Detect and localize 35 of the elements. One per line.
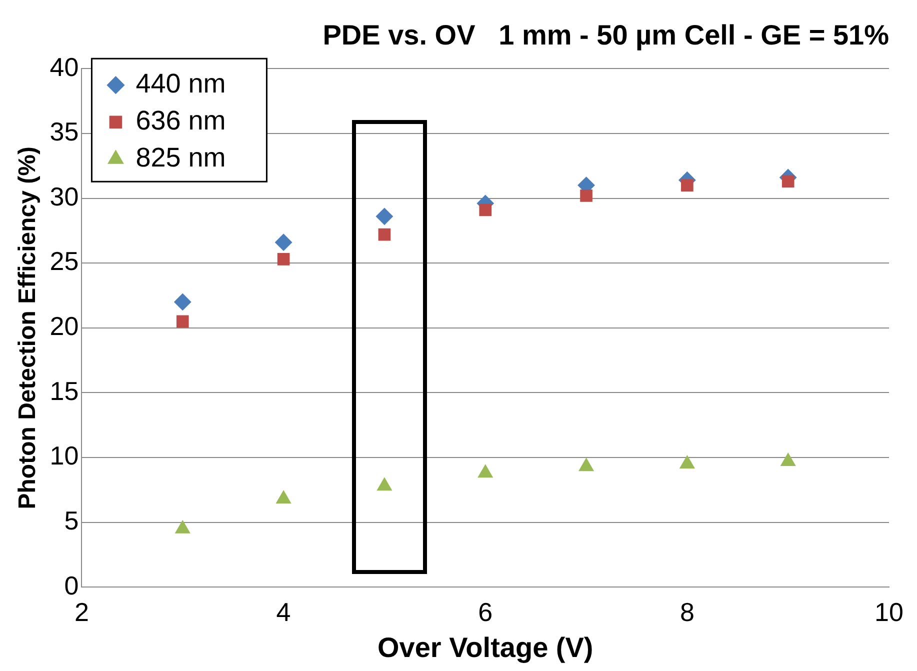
point bbox=[580, 190, 592, 202]
x-tick-label: 6 bbox=[478, 596, 493, 627]
y-axis-title: Photon Detection Efficiency (%) bbox=[14, 146, 42, 510]
y-tick-label: 15 bbox=[50, 376, 79, 406]
point bbox=[277, 253, 290, 266]
point bbox=[176, 315, 189, 328]
x-tick-label: 10 bbox=[874, 596, 904, 627]
point bbox=[378, 228, 391, 241]
point bbox=[175, 520, 190, 534]
chart-title: PDE vs. OV 1 mm - 50 µm Cell - GE = 51% bbox=[322, 20, 890, 51]
y-tick-label: 30 bbox=[50, 181, 79, 212]
y-tick-label: 10 bbox=[50, 440, 79, 471]
x-tick-label: 8 bbox=[680, 596, 694, 627]
legend-label: 440 nm bbox=[136, 68, 226, 99]
point bbox=[578, 458, 594, 472]
x-axis-title: Over Voltage (V) bbox=[377, 632, 594, 663]
point bbox=[782, 175, 794, 188]
point bbox=[680, 456, 695, 469]
point bbox=[479, 204, 492, 216]
point bbox=[174, 293, 192, 310]
y-tick-label: 20 bbox=[50, 311, 79, 342]
y-tick-label: 35 bbox=[50, 116, 79, 147]
y-tick-label: 5 bbox=[64, 506, 79, 536]
point bbox=[276, 490, 291, 504]
point bbox=[681, 179, 694, 192]
point bbox=[275, 234, 292, 251]
point bbox=[376, 208, 393, 225]
point bbox=[478, 464, 493, 478]
legend-label: 825 nm bbox=[136, 142, 226, 173]
point bbox=[780, 452, 796, 466]
y-tick-label: 25 bbox=[50, 246, 79, 276]
x-tick-label: 4 bbox=[276, 596, 291, 627]
legend-label: 636 nm bbox=[136, 106, 226, 136]
point bbox=[377, 478, 392, 491]
y-tick-label: 40 bbox=[50, 52, 79, 82]
